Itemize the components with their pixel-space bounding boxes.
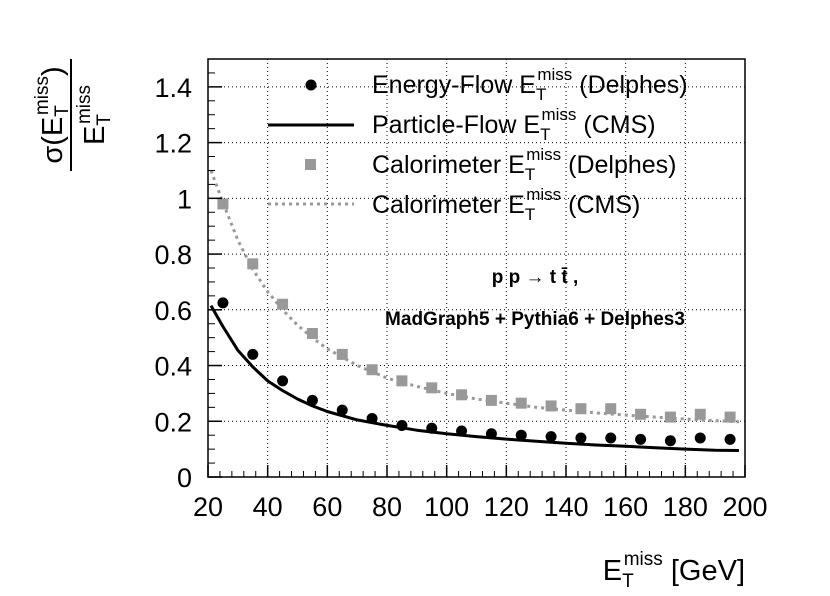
- y-title-denom-main: E: [79, 126, 111, 145]
- data-point-square: [396, 375, 408, 387]
- data-point-square: [694, 408, 706, 420]
- y-tick-label: 0.8: [154, 240, 192, 270]
- data-point-circle: [545, 431, 557, 443]
- legend-symbol-energy-flow: [305, 79, 317, 91]
- data-point-circle: [724, 433, 736, 445]
- data-point-circle: [635, 433, 647, 445]
- legend-label-particle-flow: Particle-Flow ETmiss (CMS): [372, 105, 656, 144]
- data-point-circle: [366, 412, 378, 424]
- y-title-numer-prefix: σ(E: [37, 117, 69, 164]
- y-axis-title: σ(ETmiss) ETmiss: [32, 59, 115, 171]
- y-title-numer-suffix: ): [37, 66, 69, 76]
- x-tick-label: 20: [193, 492, 223, 522]
- y-tick-label: 0.6: [154, 296, 192, 326]
- legend-label-calorimeter-cms: Calorimeter ETmiss (CMS): [372, 185, 640, 224]
- data-point-circle: [456, 425, 468, 437]
- data-point-circle: [306, 394, 318, 406]
- x-tick-label: 40: [253, 492, 283, 522]
- svg-text:ETmiss: ETmiss: [74, 85, 115, 145]
- series-line-1: [209, 304, 740, 452]
- grid: [208, 59, 745, 477]
- data-point-square: [485, 394, 497, 406]
- tick-labels: 20 40 60 80 100 120 140 160 180 200 0 0.2 0.4 0.6 0.8 1…: [154, 73, 767, 522]
- x-tick-label: 200: [722, 492, 767, 522]
- y-tick-label: 0.2: [154, 407, 192, 437]
- x-tick-label: 80: [372, 492, 402, 522]
- data-point-square: [277, 298, 289, 310]
- legend-label-calorimeter-delphes: Calorimeter ETmiss (Delphes): [372, 145, 677, 184]
- y-tick-label: 1.4: [154, 73, 192, 103]
- data-point-square: [575, 403, 587, 415]
- x-tick-label: 100: [424, 492, 469, 522]
- legend: Energy-Flow ETmiss (Delphes) Particle-Fl…: [268, 65, 688, 224]
- y-title-denom-sup: miss: [74, 85, 95, 124]
- data-point-square: [515, 397, 527, 409]
- data-point-square: [456, 389, 468, 401]
- y-tick-label: 0: [177, 463, 192, 493]
- x-tick-label: 180: [663, 492, 708, 522]
- legend-symbol-calorimeter-delphes: [305, 159, 316, 170]
- y-tick-label: 1: [177, 184, 192, 214]
- x-title-sub: T: [622, 571, 634, 592]
- x-title-unit: [GeV]: [663, 555, 745, 587]
- y-title-numer-sup: miss: [32, 76, 53, 115]
- data-point-circle: [217, 297, 229, 309]
- data-point-circle: [664, 435, 676, 447]
- series-layer: [209, 169, 740, 452]
- data-point-circle: [485, 428, 497, 440]
- data-point-circle: [277, 375, 289, 387]
- data-point-square: [724, 411, 736, 423]
- annotation-process: p p → t t̄ ,: [492, 267, 579, 288]
- x-tick-label: 120: [484, 492, 529, 522]
- y-tick-label: 0.4: [154, 352, 192, 382]
- data-point-square: [426, 382, 438, 394]
- y-title-numer-sub: T: [52, 105, 73, 117]
- data-point-circle: [426, 422, 438, 434]
- x-title-main: E: [603, 555, 622, 587]
- data-point-square: [336, 348, 348, 360]
- data-point-circle: [247, 348, 259, 360]
- annotation-generator: MadGraph5 + Pythia6 + Delphes3: [385, 309, 685, 330]
- data-point-square: [545, 400, 557, 412]
- data-point-circle: [396, 419, 408, 431]
- y-title-denom-sub: T: [94, 114, 115, 126]
- x-title-sup: miss: [624, 549, 663, 570]
- data-point-circle: [605, 432, 617, 444]
- data-point-circle: [575, 432, 587, 444]
- data-point-circle: [336, 404, 348, 416]
- x-tick-label: 160: [603, 492, 648, 522]
- data-point-circle: [694, 432, 706, 444]
- legend-label-energy-flow: Energy-Flow ETmiss (Delphes): [372, 65, 688, 104]
- data-point-square: [664, 411, 676, 423]
- data-point-square: [247, 258, 259, 270]
- x-tick-label: 60: [312, 492, 342, 522]
- data-point-square: [605, 403, 617, 415]
- x-axis-title: ETmiss [GeV]: [603, 549, 745, 592]
- y-tick-label: 1.2: [154, 129, 192, 159]
- x-tick-label: 140: [543, 492, 588, 522]
- data-point-circle: [515, 429, 527, 441]
- data-point-square: [366, 364, 378, 376]
- data-point-square: [306, 327, 318, 339]
- svg-text:σ(ETmiss): σ(ETmiss): [32, 66, 73, 163]
- axis-ticks: [207, 72, 746, 478]
- data-point-square: [635, 408, 647, 420]
- data-point-square: [217, 198, 229, 210]
